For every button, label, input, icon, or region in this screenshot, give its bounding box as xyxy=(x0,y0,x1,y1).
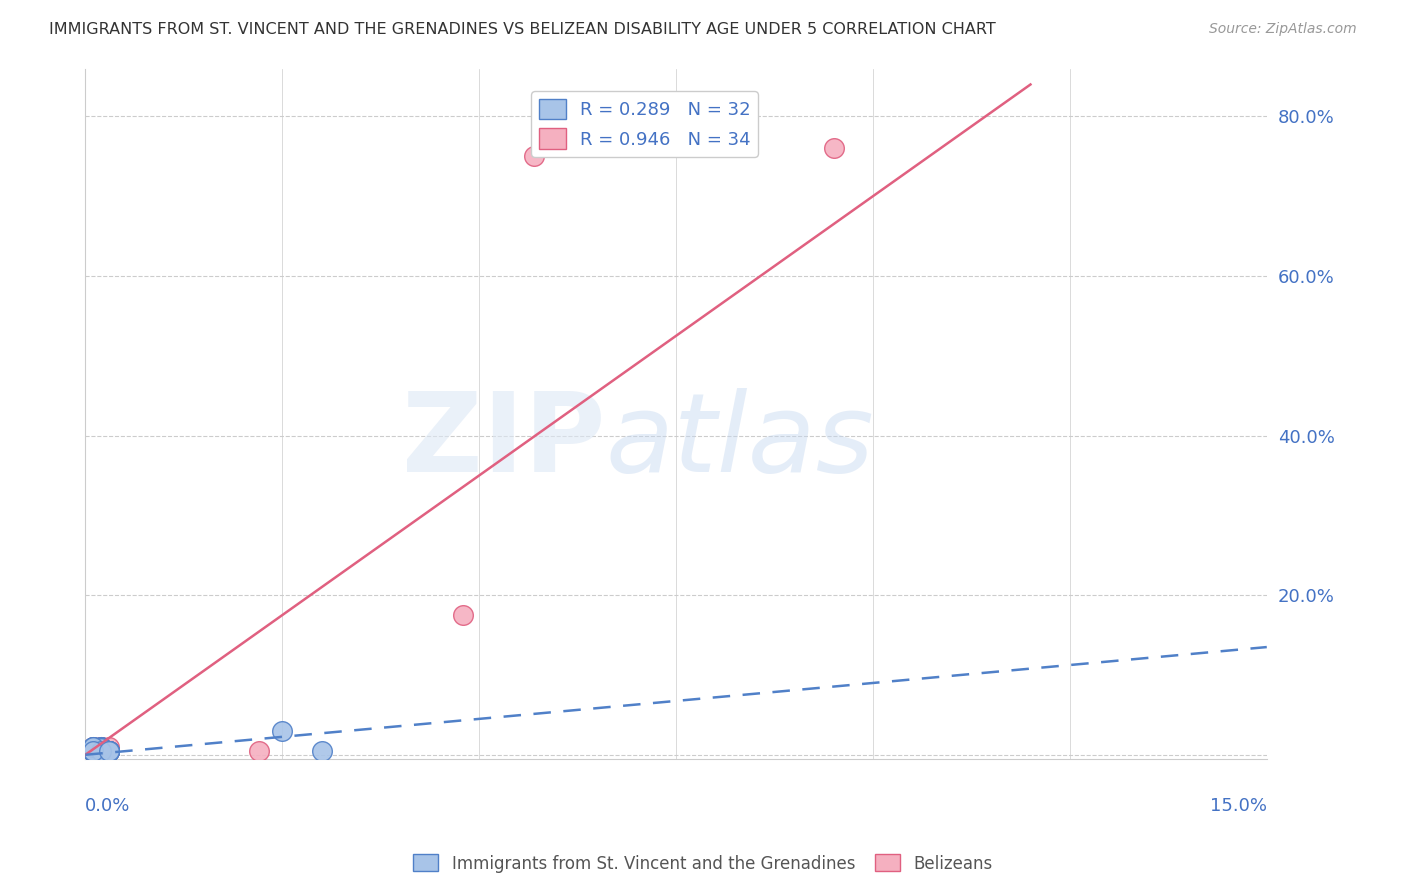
Point xyxy=(90,739,112,754)
Point xyxy=(90,744,112,758)
Point xyxy=(90,744,112,758)
Point xyxy=(90,744,112,758)
Point xyxy=(90,744,112,758)
Point xyxy=(90,741,112,756)
Point xyxy=(82,741,104,756)
Point xyxy=(97,744,120,758)
Text: ZIP: ZIP xyxy=(402,388,605,495)
Point xyxy=(90,744,112,758)
Point xyxy=(90,741,112,756)
Point xyxy=(82,739,104,754)
Point xyxy=(90,744,112,758)
Point xyxy=(90,739,112,754)
Point xyxy=(82,744,104,758)
Point xyxy=(82,744,104,758)
Point xyxy=(82,744,104,758)
Point xyxy=(82,744,104,758)
Point xyxy=(97,744,120,758)
Point xyxy=(90,744,112,758)
Point xyxy=(82,744,104,758)
Point xyxy=(82,744,104,758)
Point xyxy=(311,744,333,758)
Point xyxy=(90,744,112,758)
Point xyxy=(97,744,120,758)
Text: Source: ZipAtlas.com: Source: ZipAtlas.com xyxy=(1209,22,1357,37)
Point xyxy=(82,744,104,758)
Point xyxy=(97,744,120,758)
Point xyxy=(90,739,112,754)
Point xyxy=(82,739,104,754)
Point xyxy=(82,741,104,756)
Point xyxy=(247,744,270,758)
Point xyxy=(90,741,112,756)
Point xyxy=(82,744,104,758)
Point xyxy=(82,741,104,756)
Text: 0.0%: 0.0% xyxy=(86,797,131,814)
Point xyxy=(82,744,104,758)
Point xyxy=(97,744,120,758)
Point xyxy=(82,744,104,758)
Legend: R = 0.289   N = 32, R = 0.946   N = 34: R = 0.289 N = 32, R = 0.946 N = 34 xyxy=(531,91,758,156)
Point xyxy=(82,741,104,756)
Point xyxy=(90,744,112,758)
Point xyxy=(97,744,120,758)
Text: IMMIGRANTS FROM ST. VINCENT AND THE GRENADINES VS BELIZEAN DISABILITY AGE UNDER : IMMIGRANTS FROM ST. VINCENT AND THE GREN… xyxy=(49,22,995,37)
Point xyxy=(97,744,120,758)
Point xyxy=(97,744,120,758)
Legend: Immigrants from St. Vincent and the Grenadines, Belizeans: Immigrants from St. Vincent and the Gren… xyxy=(406,847,1000,880)
Point xyxy=(82,744,104,758)
Point xyxy=(90,744,112,758)
Point xyxy=(90,739,112,754)
Point xyxy=(97,744,120,758)
Point xyxy=(90,741,112,756)
Point xyxy=(82,739,104,754)
Point xyxy=(90,744,112,758)
Point xyxy=(90,744,112,758)
Point xyxy=(82,744,104,758)
Point xyxy=(82,744,104,758)
Point xyxy=(90,741,112,756)
Point xyxy=(453,608,475,623)
Point xyxy=(82,744,104,758)
Point xyxy=(82,744,104,758)
Point xyxy=(82,744,104,758)
Text: 15.0%: 15.0% xyxy=(1209,797,1267,814)
Text: atlas: atlas xyxy=(605,388,873,495)
Point xyxy=(82,744,104,758)
Point xyxy=(82,739,104,754)
Point xyxy=(82,744,104,758)
Point xyxy=(97,744,120,758)
Point xyxy=(523,149,546,163)
Point xyxy=(271,723,294,738)
Point xyxy=(97,739,120,754)
Point xyxy=(90,744,112,758)
Point xyxy=(90,741,112,756)
Point xyxy=(823,141,845,155)
